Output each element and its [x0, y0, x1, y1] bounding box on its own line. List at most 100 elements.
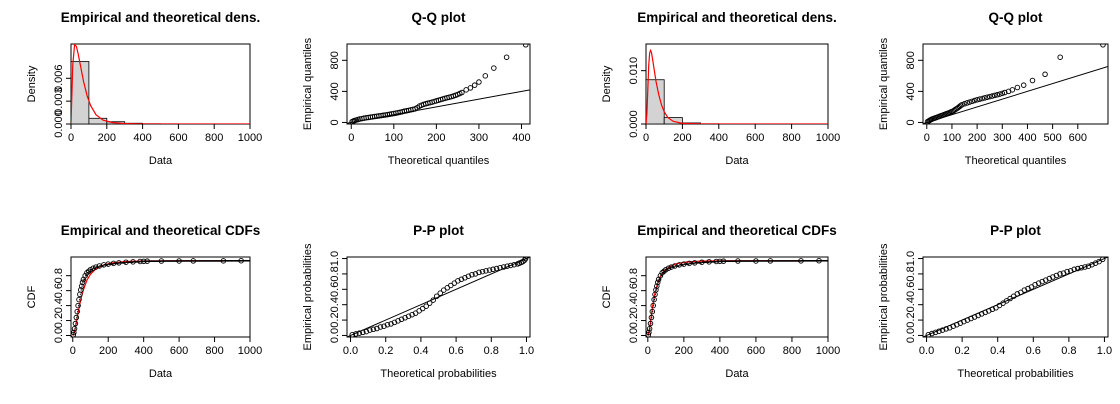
y-tick-label: 0.2 [905, 312, 917, 327]
x-tick-label: 800 [782, 132, 800, 144]
x-tick-label: 1000 [816, 132, 840, 144]
x-axis-label: Data [149, 155, 173, 167]
plot-title: Empirical and theoretical CDFs [61, 223, 261, 238]
histogram-bar [89, 118, 107, 124]
x-tick-label: 400 [1018, 132, 1036, 144]
x-tick-label: 0.0 [343, 345, 358, 357]
data-point [1101, 42, 1106, 47]
data-point [523, 42, 528, 47]
histogram-bar [646, 80, 664, 124]
x-axis-label: Data [149, 368, 173, 380]
plot-panel: Empirical and theoretical CDFs 0 200 400 600… [26, 223, 262, 380]
plot-frame [71, 44, 250, 124]
data-point [1015, 85, 1020, 90]
density-curve [646, 50, 828, 124]
x-tick-label: 0.4 [413, 345, 428, 357]
y-tick-label: 0.6 [628, 283, 640, 298]
y-tick-label: 0.2 [53, 313, 65, 328]
data-point [1030, 78, 1035, 83]
y-tick-label: 0.6 [53, 283, 65, 298]
x-tick-label: 600 [746, 132, 764, 144]
x-tick-label: 600 [170, 345, 188, 357]
y-axis-label: Empirical quantiles [302, 37, 314, 130]
x-tick-label: 0 [70, 345, 76, 357]
plot-title: P-P plot [990, 223, 1041, 238]
reference-line [923, 67, 1108, 124]
y-tick-label: 0.8 [905, 266, 917, 281]
y-tick-label: 0.0 [628, 328, 640, 343]
y-tick-label: 0 [905, 119, 917, 125]
y-axis-label: Density [26, 65, 38, 102]
x-tick-label: 0.6 [1026, 345, 1041, 357]
data-point [468, 86, 473, 91]
plot-title: P-P plot [413, 223, 464, 238]
plot-frame [646, 257, 828, 337]
y-tick-label: 0.4 [329, 297, 341, 312]
data-point [483, 74, 488, 79]
plot-frame [347, 44, 530, 124]
y-tick-label: 1.0 [329, 251, 341, 266]
y-axis-label: Empirical probabilities [878, 243, 890, 350]
y-tick-label: 0.006 [53, 65, 65, 93]
y-tick-label: 0.0 [53, 328, 65, 343]
y-tick-label: 0.6 [329, 282, 341, 297]
x-tick-label: 1.0 [1097, 345, 1112, 357]
theoretical-cdf [648, 261, 828, 336]
y-tick-label: 0.8 [628, 268, 640, 283]
plot-content [923, 257, 1108, 337]
x-tick-label: 600 [747, 345, 765, 357]
y-tick-label: 0.6 [905, 282, 917, 297]
x-axis-label: Data [725, 155, 749, 167]
plot-content [646, 50, 828, 124]
density-curve [71, 45, 250, 124]
x-axis-label: Data [725, 368, 749, 380]
data-point [1058, 55, 1063, 60]
data-point [492, 66, 497, 71]
x-tick-label: 400 [710, 132, 728, 144]
y-tick-label: 0.2 [329, 312, 341, 327]
y-axis-label: CDF [601, 285, 613, 308]
y-tick-label: 0.8 [53, 268, 65, 283]
x-tick-label: 200 [675, 345, 693, 357]
x-tick-label: 500 [1043, 132, 1061, 144]
x-tick-label: 0.0 [919, 345, 934, 357]
x-tick-label: 800 [205, 345, 223, 357]
x-tick-label: 1000 [238, 345, 262, 357]
x-tick-label: 400 [134, 345, 152, 357]
x-axis-label: Theoretical probabilities [957, 368, 1074, 380]
y-tick-label: 0 [329, 119, 341, 125]
x-tick-label: 600 [169, 132, 187, 144]
y-tick-label: 800 [905, 51, 917, 69]
plot-title: Q-Q plot [989, 10, 1043, 25]
data-point [472, 83, 477, 88]
x-tick-label: 400 [133, 132, 151, 144]
y-axis-label: Empirical quantiles [878, 37, 890, 130]
x-tick-label: 200 [673, 132, 691, 144]
x-tick-label: 100 [385, 132, 403, 144]
plot-frame [71, 257, 250, 337]
plot-title: Empirical and theoretical CDFs [637, 223, 837, 238]
x-axis-label: Theoretical quantiles [965, 155, 1067, 167]
x-tick-label: 0.8 [1061, 345, 1076, 357]
y-tick-label: 0.010 [628, 57, 640, 85]
x-tick-label: 200 [99, 345, 117, 357]
y-tick-label: 0.0 [905, 328, 917, 343]
x-tick-label: 1000 [816, 345, 840, 357]
y-tick-label: 400 [905, 82, 917, 100]
y-axis-label: Density [601, 65, 613, 102]
y-axis-label: CDF [26, 285, 38, 308]
y-tick-label: 0.000 [628, 110, 640, 138]
plot-content [347, 256, 530, 337]
y-tick-label: 0.0 [329, 328, 341, 343]
plot-title: Empirical and theoretical dens. [61, 10, 261, 25]
y-tick-label: 0.4 [53, 298, 65, 313]
y-tick-label: 800 [329, 51, 341, 69]
